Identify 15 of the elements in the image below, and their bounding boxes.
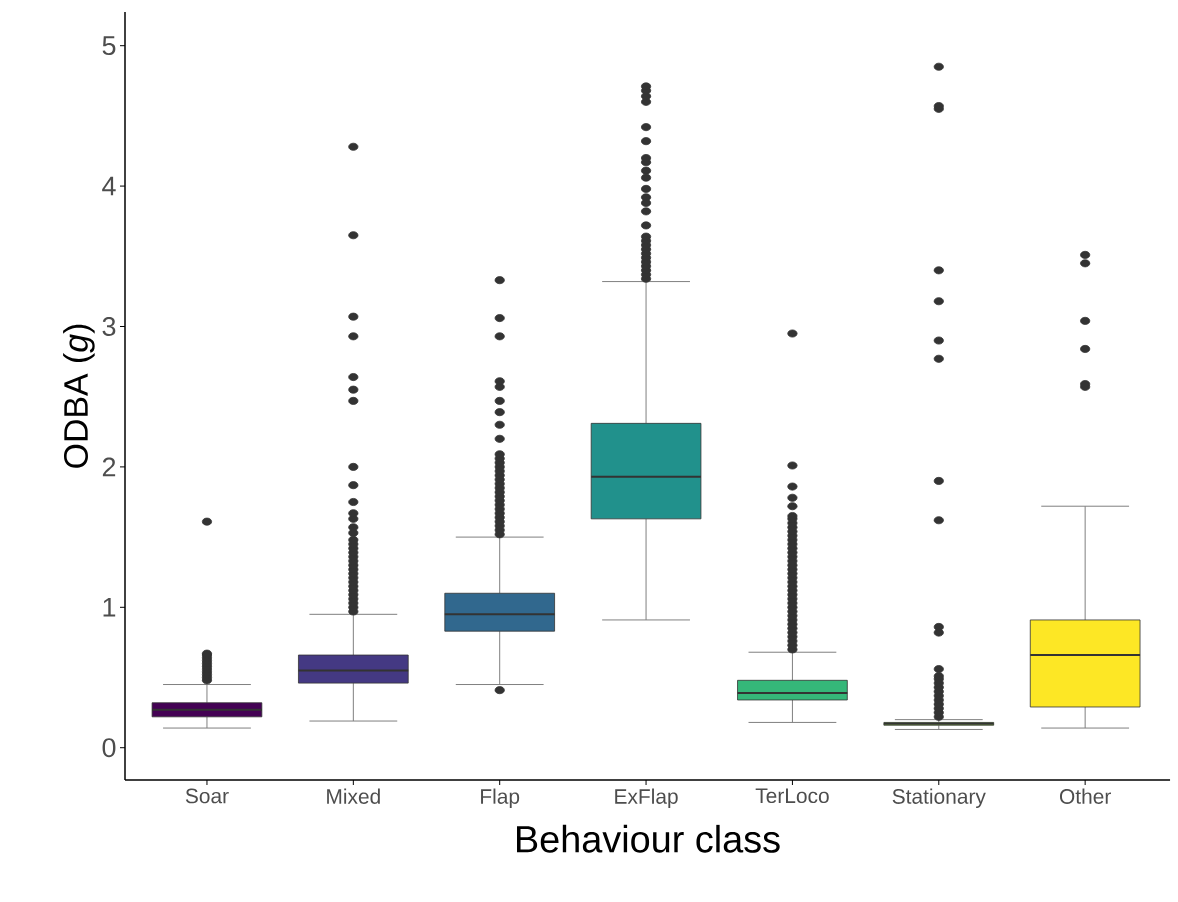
y-axis-title: ODBA (g) — [63, 324, 95, 468]
y-tick-label: 2 — [102, 457, 116, 477]
y-tick-label: 0 — [102, 738, 116, 758]
x-tick-label: Other — [1059, 788, 1111, 804]
x-tick-label: Flap — [481, 788, 520, 809]
x-tick-label: Stationary — [892, 788, 986, 809]
x-axis-title: Behaviour class — [517, 824, 780, 853]
x-tick-label: Mixed — [327, 788, 380, 804]
y-tick-label: 5 — [102, 36, 116, 56]
x-tick-label: ExFlap — [615, 788, 678, 809]
x-tick-label: TerLoco — [755, 788, 829, 804]
x-tick-label: Soar — [185, 788, 229, 804]
y-tick-label: 4 — [102, 176, 116, 196]
y-tick-label: 3 — [102, 316, 116, 337]
y-tick-label: 1 — [103, 598, 116, 617]
